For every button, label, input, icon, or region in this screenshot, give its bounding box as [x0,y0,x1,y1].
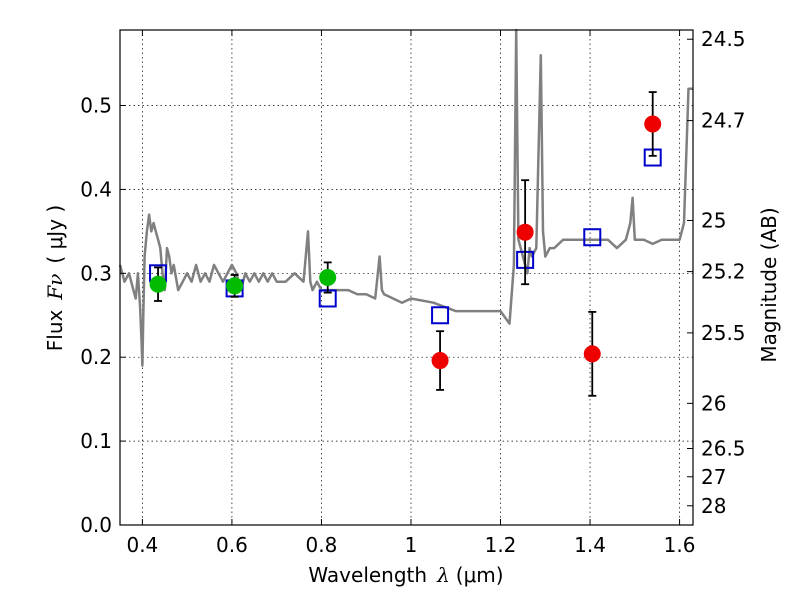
x-axis-label-text: Wavelength [308,563,427,587]
magnitude-tick-label: 25.5 [701,321,746,345]
data-point-circle [226,277,244,295]
model-square-marker [583,228,602,247]
x-axis-label: Wavelength λ (μm) [308,563,503,587]
y-tick-label: 0.4 [80,177,112,201]
x-tick-label: 1.6 [664,533,696,557]
y-tick-label: 0.5 [80,94,112,118]
magnitude-tick-label: 27 [701,465,726,489]
magnitude-tick-label: 26 [701,391,726,415]
y-axis-ticks: 0.0 0.1 0.2 0.3 0.4 0.5 [80,94,126,537]
y-tick-label: 0.3 [80,261,112,285]
y-axis-label-text: Flux [43,309,67,351]
data-point-circle [319,269,337,286]
y-axis-label-symbol: Fν [43,274,67,301]
x-axis-label-unit: (μm) [456,563,504,587]
magnitude-tick-label: 28 [701,494,726,518]
data-point-circle [431,352,449,370]
x-axis-label-symbol: λ [436,563,450,587]
x-tick-label: 1.2 [485,533,517,557]
model-square-marker [431,306,450,325]
x-axis-ticks: 0.4 0.6 0.8 1 1.2 1.4 1.6 [126,30,695,557]
spectrum-line [118,28,693,367]
y-tick-label: 0.0 [80,513,112,537]
data-point-circle [516,223,534,241]
y-axis-label-unit: ( μJy ) [43,205,67,264]
y-tick-label: 0.2 [80,345,112,369]
magnitude-tick-label: 25.2 [701,260,746,284]
magnitude-axis-label: Magnitude (AB) [757,207,781,362]
x-tick-label: 1.4 [574,533,606,557]
spectrum-layer [118,28,693,367]
x-tick-label: 0.6 [216,533,248,557]
x-tick-label: 1 [405,533,418,557]
magnitude-tick-label: 24.7 [701,109,746,133]
data-point-circle [149,275,167,293]
plot-frame [119,29,694,526]
data-point-circle [583,345,601,363]
markers-layer [149,91,662,397]
magnitude-tick-label: 26.5 [701,436,746,460]
magnitude-axis-ticks: 24.5 24.7 25 25.2 25.5 26 26.5 27 28 [687,27,746,518]
data-point-circle [644,115,662,133]
magnitude-tick-label: 25 [701,208,726,232]
x-tick-label: 0.4 [126,533,158,557]
magnitude-tick-label: 24.5 [701,27,746,51]
grid-lines [120,30,693,525]
y-axis-label: Flux Fν ( μJy ) [43,205,67,351]
x-tick-label: 0.8 [306,533,338,557]
y-tick-label: 0.1 [80,429,112,453]
